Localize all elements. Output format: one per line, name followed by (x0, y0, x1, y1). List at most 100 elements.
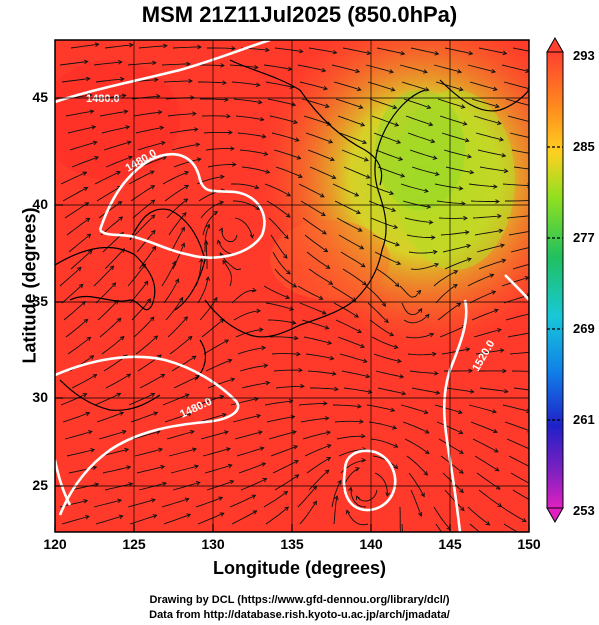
streamline (203, 339, 229, 355)
streamline-arrow (153, 411, 159, 416)
streamline (104, 44, 133, 49)
streamline (133, 111, 162, 117)
streamline-arrow (360, 262, 366, 268)
streamline-arrow (257, 99, 263, 105)
streamline (299, 501, 317, 525)
streamline (69, 141, 97, 151)
streamline (342, 47, 371, 55)
streamline-arrow (401, 390, 407, 396)
streamline-arrow (392, 104, 398, 110)
streamline (444, 489, 465, 511)
streamline (365, 64, 394, 73)
streamline-arrow (91, 125, 97, 130)
streamline (96, 412, 124, 423)
streamline-arrow (324, 469, 330, 475)
streamline-arrow (326, 121, 332, 126)
streamline (506, 215, 529, 219)
streamline (477, 149, 506, 157)
streamline-arrow (175, 278, 180, 284)
streamline-arrow (153, 335, 159, 340)
streamline (137, 141, 166, 151)
streamline (95, 515, 123, 525)
streamline-arrow (391, 207, 397, 213)
streamline (197, 277, 209, 304)
streamline (469, 290, 496, 304)
streamline-arrow (128, 155, 133, 160)
streamline (130, 185, 155, 202)
streamline (99, 317, 122, 338)
streamline (205, 148, 234, 151)
streamline-arrow (533, 137, 537, 141)
streamline (511, 149, 529, 154)
streamline (444, 258, 472, 270)
streamline-arrow (83, 318, 89, 324)
streamline-arrow (289, 306, 295, 311)
streamline (161, 498, 189, 508)
streamline (172, 243, 185, 270)
streamline (239, 364, 268, 372)
streamline (169, 336, 193, 355)
streamline-arrow (384, 318, 389, 324)
streamline (96, 186, 122, 202)
streamline-arrow (249, 233, 255, 239)
streamline (510, 247, 529, 253)
streamline (272, 460, 299, 474)
streamline (70, 250, 93, 270)
streamline (331, 480, 342, 508)
streamline-arrow (359, 419, 364, 424)
streamline-arrow (83, 186, 89, 192)
streamline-arrow (258, 430, 263, 435)
streamline-arrow (162, 481, 168, 487)
streamline (127, 499, 156, 508)
streamline-arrow (151, 245, 157, 251)
streamline-arrow (78, 283, 84, 289)
streamline-arrow (87, 430, 93, 435)
streamline-arrow (171, 260, 177, 266)
streamline-arrow (159, 125, 165, 131)
streamline (442, 244, 471, 253)
streamline (479, 387, 508, 393)
streamline (68, 233, 91, 253)
credit-data: Data from http://database.rish.kyoto-u.a… (149, 609, 450, 621)
streamline-arrow (263, 363, 269, 368)
streamline-arrow (321, 310, 327, 315)
streamline-arrow (126, 373, 132, 378)
streamline-arrow (529, 199, 533, 203)
y-tick-label: 25 (32, 477, 48, 493)
streamline-arrow (226, 113, 231, 119)
streamline (61, 515, 90, 525)
streamline (302, 217, 327, 235)
streamline (308, 469, 330, 491)
streamline (476, 472, 501, 490)
streamline (94, 392, 121, 406)
streamline (263, 491, 288, 508)
streamline-arrow (457, 69, 463, 74)
streamline-arrow (354, 192, 360, 197)
streamline-arrow (123, 109, 129, 115)
streamline-arrow (87, 93, 93, 98)
streamline-arrow (86, 233, 92, 239)
streamline (132, 199, 155, 219)
streamline (467, 64, 496, 73)
streamline (444, 47, 473, 55)
streamline (342, 268, 367, 286)
streamline-arrow (83, 499, 89, 504)
streamline-arrow (192, 447, 198, 453)
streamline-arrow (496, 328, 502, 333)
streamline-arrow (499, 137, 505, 142)
streamline-arrow (489, 273, 495, 278)
streamline-arrow (125, 125, 131, 130)
streamline-arrow (464, 137, 470, 143)
streamline (467, 506, 490, 526)
streamline-arrow (90, 448, 96, 453)
streamline-arrow (367, 389, 373, 395)
streamline-arrow (424, 429, 430, 434)
streamline (365, 285, 386, 307)
streamline-arrow (192, 111, 197, 117)
streamline (334, 200, 361, 214)
streamline (335, 319, 362, 333)
streamline-arrow (389, 332, 395, 337)
streamline-arrow (466, 257, 472, 262)
streamline-arrow (298, 173, 303, 178)
streamline-arrow (355, 68, 361, 74)
